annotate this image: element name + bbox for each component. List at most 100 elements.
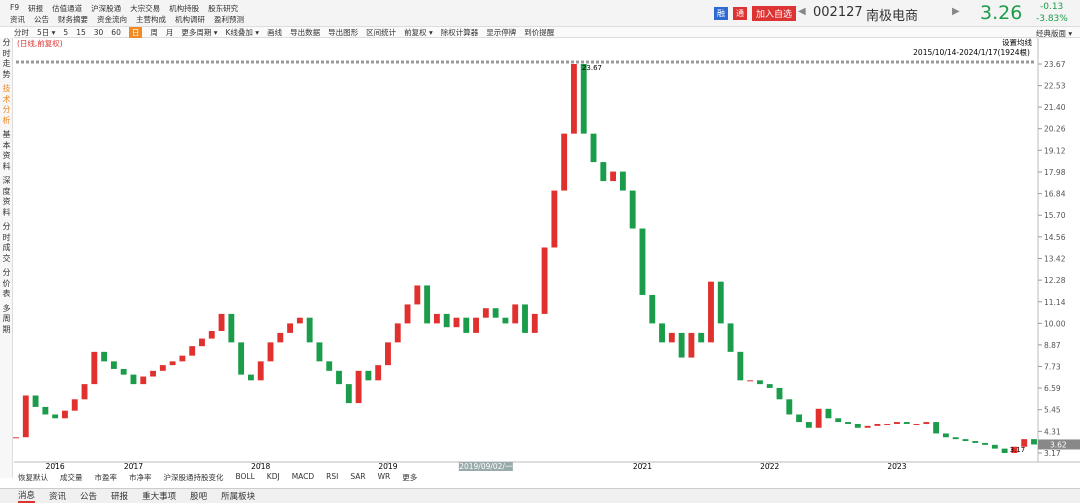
toolbar-item[interactable]: 画线 xyxy=(267,27,283,37)
toolbar-item[interactable]: 月 xyxy=(165,27,174,37)
bottom-tab[interactable]: 消息 xyxy=(18,491,36,503)
bottom-tab[interactable]: 资讯 xyxy=(49,492,67,502)
candle xyxy=(473,317,479,333)
candle xyxy=(737,351,744,381)
x-tick-label: 2018 xyxy=(251,462,270,471)
y-tick-label: 22.53 xyxy=(1044,82,1066,91)
candle xyxy=(394,323,401,343)
toolbar-item[interactable]: 日 xyxy=(128,26,143,38)
menu-item[interactable]: 沪深股通 xyxy=(91,4,122,13)
menu-item[interactable]: 机构持股 xyxy=(169,4,200,13)
toolbar-item[interactable]: 更多周期 ▾ xyxy=(181,27,218,37)
menu-item[interactable]: 盈利预测 xyxy=(214,15,244,24)
toolbar-item[interactable]: 15 xyxy=(76,27,86,37)
toolbar-item[interactable]: 区间统计 xyxy=(366,27,397,37)
candle xyxy=(169,361,176,366)
y-tick-label: 21.40 xyxy=(1044,103,1066,112)
candle xyxy=(208,330,215,339)
indicator[interactable]: 成交量 xyxy=(60,473,83,482)
top-bar: F9 研报 估值通道 沪深股通 大宗交易 机构持股 股东研究 资讯 公告 财务摘要 资金流向 主营构… xyxy=(0,0,1080,27)
date-range: 2015/10/14-2024/1/17(1924根) xyxy=(913,47,1030,57)
candle xyxy=(179,355,186,362)
candle xyxy=(482,308,489,318)
menu-item[interactable]: 资讯 xyxy=(10,15,25,24)
side-tab[interactable]: 技术分析 xyxy=(2,84,11,125)
menu-item[interactable]: 主营构成 xyxy=(136,15,166,24)
badge[interactable]: 融 xyxy=(714,7,728,20)
toolbar-item[interactable]: K线叠加 ▾ xyxy=(225,27,260,37)
toolbar-item[interactable]: 5日 ▾ xyxy=(37,27,56,37)
candle xyxy=(257,361,264,381)
bottom-tab[interactable]: 所属板块 xyxy=(221,492,256,502)
indicator[interactable]: 更多 xyxy=(402,473,418,482)
side-tab[interactable]: 深度资料 xyxy=(2,176,11,217)
menu-item[interactable]: 估值通道 xyxy=(52,4,83,13)
indicator[interactable]: MACD xyxy=(291,472,315,481)
toolbar-item[interactable]: 分时 xyxy=(14,27,29,37)
side-tab[interactable]: 分时成交 xyxy=(2,222,11,263)
indicator[interactable]: 恢复默认 xyxy=(18,473,48,482)
y-tick-label: 16.84 xyxy=(1044,190,1066,199)
bottom-tab[interactable]: 研报 xyxy=(111,492,129,502)
toolbar-item[interactable]: 前复权 ▾ xyxy=(404,27,433,37)
indicator[interactable]: WR xyxy=(377,472,391,481)
menu-item[interactable]: 研报 xyxy=(28,4,44,13)
side-tab[interactable]: 分价表 xyxy=(2,268,11,298)
menu-item[interactable]: 公告 xyxy=(34,15,49,24)
candle xyxy=(287,323,294,333)
candle xyxy=(884,423,891,425)
menu-item[interactable]: 资金流向 xyxy=(97,15,127,24)
menu-item[interactable]: 财务摘要 xyxy=(58,15,88,24)
side-tab[interactable]: 多周期 xyxy=(2,303,11,334)
chart-subtitle: (日线,前复权) xyxy=(17,38,63,48)
next[interactable]: ▶ xyxy=(952,6,960,17)
prev[interactable]: ◀ xyxy=(798,6,806,17)
candle xyxy=(982,442,988,445)
toolbar-item[interactable]: 30 xyxy=(93,27,104,37)
menu-item[interactable]: 股东研究 xyxy=(208,4,239,13)
candle xyxy=(668,332,675,343)
candle xyxy=(42,406,49,415)
menu-item[interactable]: 大宗交易 xyxy=(130,4,161,13)
candle xyxy=(355,370,362,404)
indicator[interactable]: 沪深股通持股变化 xyxy=(163,473,224,482)
y-tick-label: 17.98 xyxy=(1044,168,1066,177)
menu-item[interactable]: F9 xyxy=(10,3,20,12)
toolbar-item[interactable]: 导出图形 xyxy=(328,27,359,37)
candle xyxy=(228,313,235,343)
candle xyxy=(619,171,626,191)
bottom-tab[interactable]: 公告 xyxy=(80,492,98,502)
toolbar-item[interactable]: 60 xyxy=(111,27,121,37)
add-favorite[interactable]: 加入自选 xyxy=(752,6,797,21)
side-tab[interactable]: 基本资料 xyxy=(2,130,11,171)
toolbar-item[interactable]: 到价提醒 xyxy=(524,27,555,37)
toolbar-item[interactable]: 除权计算器 xyxy=(440,27,479,37)
toolbar-item[interactable]: 导出数据 xyxy=(290,27,321,37)
ma-setting[interactable]: 设置均线 xyxy=(1002,37,1032,47)
candle xyxy=(414,285,421,305)
layout-select[interactable]: 经典版面 ▾ xyxy=(1036,29,1073,38)
badge[interactable]: 通 xyxy=(733,7,747,20)
candle xyxy=(453,317,460,328)
indicator[interactable]: 市盈率 xyxy=(94,473,118,482)
indicator[interactable]: SAR xyxy=(350,472,366,481)
bottom-tab[interactable]: 重大事项 xyxy=(142,492,177,502)
menu-item[interactable]: 机构调研 xyxy=(175,15,205,24)
candle xyxy=(972,441,979,443)
bottom-tabs: 消息 资讯 公告 研报 重大事项 股吧 所属板块 xyxy=(0,488,1080,503)
toolbar-item[interactable]: 显示停牌 xyxy=(486,27,517,37)
bottom-tab[interactable]: 股吧 xyxy=(190,492,208,502)
y-tick-label: 13.42 xyxy=(1044,255,1066,264)
indicator[interactable]: 市净率 xyxy=(129,473,152,482)
side-tab[interactable]: 分时走势 xyxy=(2,38,11,79)
indicator[interactable]: RSI xyxy=(326,472,339,481)
indicator[interactable]: KDJ xyxy=(266,472,280,481)
candle xyxy=(845,422,851,424)
candle xyxy=(101,351,108,362)
candle xyxy=(365,370,372,381)
indicator[interactable]: BOLL xyxy=(235,472,255,481)
toolbar-item[interactable]: 周 xyxy=(150,27,158,37)
toolbar-item[interactable]: 5 xyxy=(63,27,69,37)
y-tick-label: 15.70 xyxy=(1044,211,1066,220)
candle xyxy=(815,408,822,428)
